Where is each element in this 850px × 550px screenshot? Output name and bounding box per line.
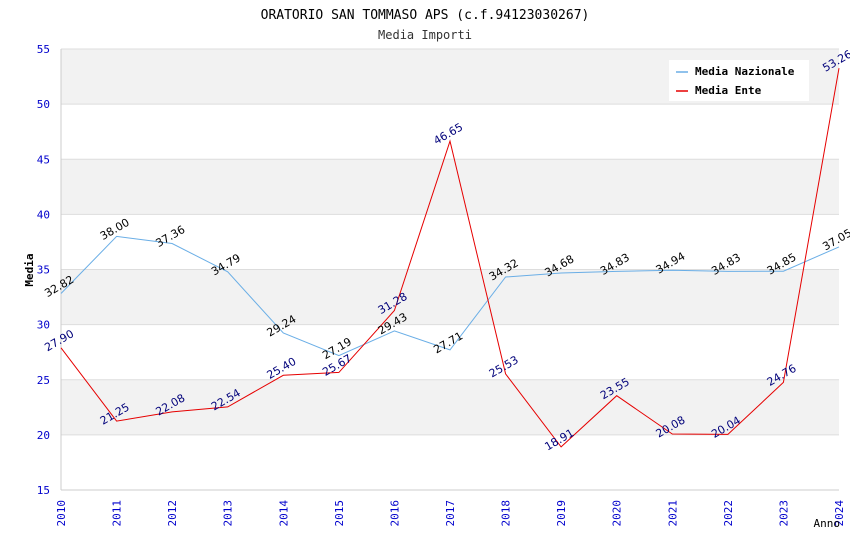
- series-line-media-ente: [60, 68, 840, 448]
- x-tick-label: 2019: [555, 500, 568, 527]
- x-axis-label: Anno: [814, 517, 841, 530]
- legend: Media Nazionale Media Ente: [669, 60, 809, 101]
- plot-band: [61, 159, 839, 215]
- x-tick-label: 2016: [388, 500, 401, 527]
- series-lines: [60, 68, 840, 448]
- x-tick-label: 2012: [166, 500, 179, 527]
- plot-bands: [61, 49, 839, 490]
- x-tick-label: 2017: [444, 500, 457, 527]
- x-tick-label: 2011: [111, 500, 124, 527]
- x-tick-label: 2020: [611, 500, 624, 527]
- y-tick-label: 45: [37, 153, 50, 166]
- plot-band: [61, 434, 839, 490]
- x-tick-label: 2010: [55, 500, 68, 527]
- plot-band: [61, 324, 839, 380]
- x-tick-label: 2013: [222, 500, 235, 527]
- legend-label-media-nazionale: Media Nazionale: [695, 65, 795, 78]
- axes: [60, 49, 839, 491]
- plot-band: [61, 104, 839, 160]
- y-tick-label: 20: [37, 429, 50, 442]
- y-tick-labels: 15 20 25 30 35 40 45 50 55: [37, 43, 50, 497]
- x-tick-label: 2023: [777, 500, 790, 527]
- plot-band: [61, 269, 839, 325]
- y-tick-label: 50: [37, 98, 50, 111]
- legend-box: [669, 60, 809, 101]
- series-line-media-nazionale: [60, 235, 840, 357]
- plot-band: [61, 379, 839, 435]
- y-tick-label: 15: [37, 484, 50, 497]
- y-axis-label: Media: [23, 253, 36, 286]
- x-tick-label: 2018: [500, 500, 513, 527]
- y-tick-label: 40: [37, 208, 50, 221]
- plot-band: [61, 214, 839, 270]
- x-tick-label: 2014: [277, 500, 290, 527]
- y-tick-label: 55: [37, 43, 50, 56]
- x-tick-label: 2015: [333, 500, 346, 527]
- legend-label-media-ente: Media Ente: [695, 84, 762, 97]
- y-tick-label: 30: [37, 319, 50, 332]
- chart-title: ORATORIO SAN TOMMASO APS (c.f.9412303026…: [261, 8, 590, 23]
- x-tick-labels: 2010 2011 2012 2013 2014 2015 2016 2017 2018 2019…: [55, 500, 846, 527]
- x-tick-label: 2022: [722, 500, 735, 527]
- y-tick-label: 25: [37, 374, 50, 387]
- y-tick-label: 35: [37, 264, 50, 277]
- x-tick-label: 2021: [666, 500, 679, 527]
- chart-subtitle: Media Importi: [378, 28, 472, 42]
- x-tick-label: 2024: [833, 500, 846, 527]
